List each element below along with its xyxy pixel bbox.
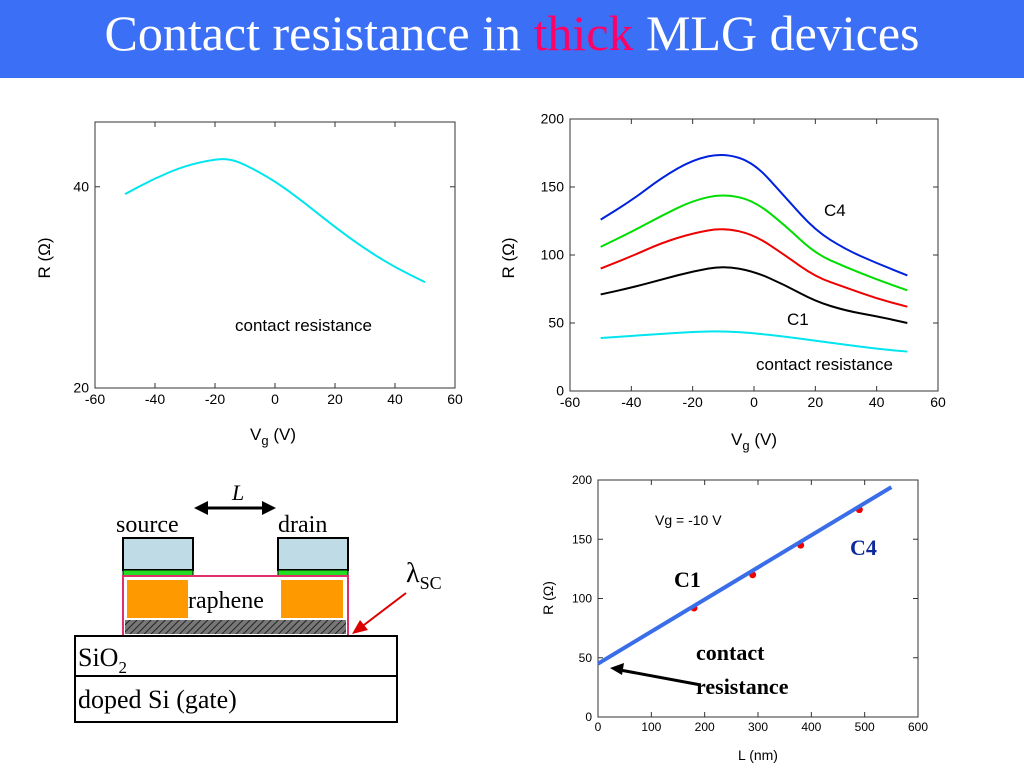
- x-label-sub: g: [261, 433, 268, 448]
- y-tick-label: 0: [556, 383, 564, 399]
- length-arrow-right-head: [262, 501, 276, 515]
- fit-line: [596, 485, 893, 666]
- x-axis-label: Vg (V): [250, 425, 296, 448]
- plot-frame: [94, 121, 456, 389]
- device-diagram: L source drain raphene SiO2 doped Si (ga…: [74, 480, 442, 723]
- annotation-label: contact resistance: [235, 316, 372, 335]
- arrow-head: [610, 663, 624, 675]
- vg-annotation: Vg = -10 V: [655, 512, 722, 528]
- y-tick-label: 200: [572, 473, 592, 487]
- x-tick-label: 60: [447, 391, 463, 407]
- source-electrode: [122, 537, 194, 571]
- y-tick-label: 20: [73, 380, 89, 396]
- y-tick-label: 0: [585, 710, 592, 724]
- title-highlight: thick: [533, 5, 634, 61]
- label-contact-resistance: contact resistance: [756, 355, 893, 374]
- y-tick-label: 100: [541, 247, 565, 263]
- x-tick-label: 100: [641, 720, 661, 734]
- x-tick-label: -20: [205, 391, 225, 407]
- y-tick-label: 40: [73, 178, 89, 194]
- x-axis-label: L (nm): [738, 747, 778, 763]
- x-axis-label: Vg (V): [731, 430, 777, 453]
- series-line-2: [600, 228, 908, 308]
- sio2-sub: 2: [118, 658, 127, 677]
- hatched-layer: [125, 620, 346, 634]
- series-line-3: [600, 266, 908, 324]
- series-line-1: [600, 194, 908, 292]
- sio2-main: SiO: [78, 643, 118, 672]
- series-line-0: [124, 158, 426, 284]
- gate-layer: [74, 675, 398, 723]
- x-tick-label: -60: [560, 394, 580, 410]
- x-tick-label: -40: [621, 394, 641, 410]
- x-tick-label: 40: [869, 394, 885, 410]
- x-tick-label: 40: [387, 391, 403, 407]
- drain-label: drain: [278, 512, 327, 538]
- y-tick-label: 50: [579, 651, 593, 665]
- source-block: [127, 580, 188, 618]
- gate-label: doped Si (gate): [78, 685, 237, 714]
- y-tick-label: 150: [572, 532, 592, 546]
- x-label-sub: g: [742, 438, 749, 453]
- x-tick-label: 20: [808, 394, 824, 410]
- x-tick-label: 500: [855, 720, 875, 734]
- y-axis-label: R (Ω): [499, 237, 518, 278]
- x-tick-label: 600: [908, 720, 928, 734]
- x-label-unit: (V): [750, 430, 777, 449]
- x-tick-label: 0: [750, 394, 758, 410]
- x-tick-label: -60: [85, 391, 105, 407]
- sio2-layer: [74, 635, 398, 677]
- label-c4: C4: [850, 535, 877, 560]
- graphene-label: raphene: [188, 588, 264, 614]
- contact-resistance-arrow: [619, 668, 702, 687]
- x-tick-label: 60: [930, 394, 946, 410]
- drain-electrode: [277, 537, 349, 571]
- title-pre: Contact resistance in: [104, 5, 534, 61]
- y-tick-label: 50: [548, 315, 564, 331]
- x-tick-label: 300: [748, 720, 768, 734]
- chart-devices-vg: -60 -40 -20 0 20 40 60 0 50 100 150 200 C4 C1 conta…: [499, 111, 946, 453]
- y-tick-label: 200: [541, 111, 565, 127]
- series-line-0: [600, 153, 908, 277]
- label-c4: C4: [824, 201, 846, 220]
- label-c1: C1: [674, 567, 701, 592]
- y-tick-label: 150: [541, 179, 565, 195]
- label-c1: C1: [787, 310, 809, 329]
- y-axis-label: R (Ω): [35, 237, 54, 278]
- title-bar: [0, 0, 1024, 78]
- x-tick-label: 0: [595, 720, 602, 734]
- chart-resistance-vs-length: 0 100 200 300 400 500 600 0 50 100 150 200 Vg = -10…: [540, 473, 928, 763]
- x-tick-label: -20: [683, 394, 703, 410]
- lambda-label: λSC: [406, 558, 442, 593]
- x-tick-label: 200: [695, 720, 715, 734]
- source-label: source: [116, 512, 179, 538]
- lambda-symbol: λ: [406, 558, 420, 589]
- x-label-main: V: [731, 430, 743, 449]
- slide-title: Contact resistance in thick MLG devices: [0, 4, 1024, 62]
- length-label: L: [231, 480, 244, 505]
- series-line-4: [600, 330, 908, 353]
- length-arrow-left-head: [194, 501, 208, 515]
- lambda-arrow-head: [352, 620, 368, 634]
- x-tick-label: -40: [145, 391, 165, 407]
- title-post: MLG devices: [633, 5, 920, 61]
- lambda-sub: SC: [420, 573, 442, 593]
- lambda-arrow: [359, 592, 407, 629]
- x-label-main: V: [250, 425, 262, 444]
- drain-block: [281, 580, 343, 618]
- x-tick-label: 0: [271, 391, 279, 407]
- y-tick-label: 100: [572, 592, 592, 606]
- x-tick-label: 400: [801, 720, 821, 734]
- sio2-label: SiO2: [78, 643, 127, 677]
- x-tick-label: 20: [327, 391, 343, 407]
- y-axis-label: R (Ω): [540, 581, 556, 615]
- x-label-unit: (V): [269, 425, 296, 444]
- arrow-label-line2: resistance: [696, 674, 789, 699]
- arrow-label-line1: contact: [696, 640, 765, 665]
